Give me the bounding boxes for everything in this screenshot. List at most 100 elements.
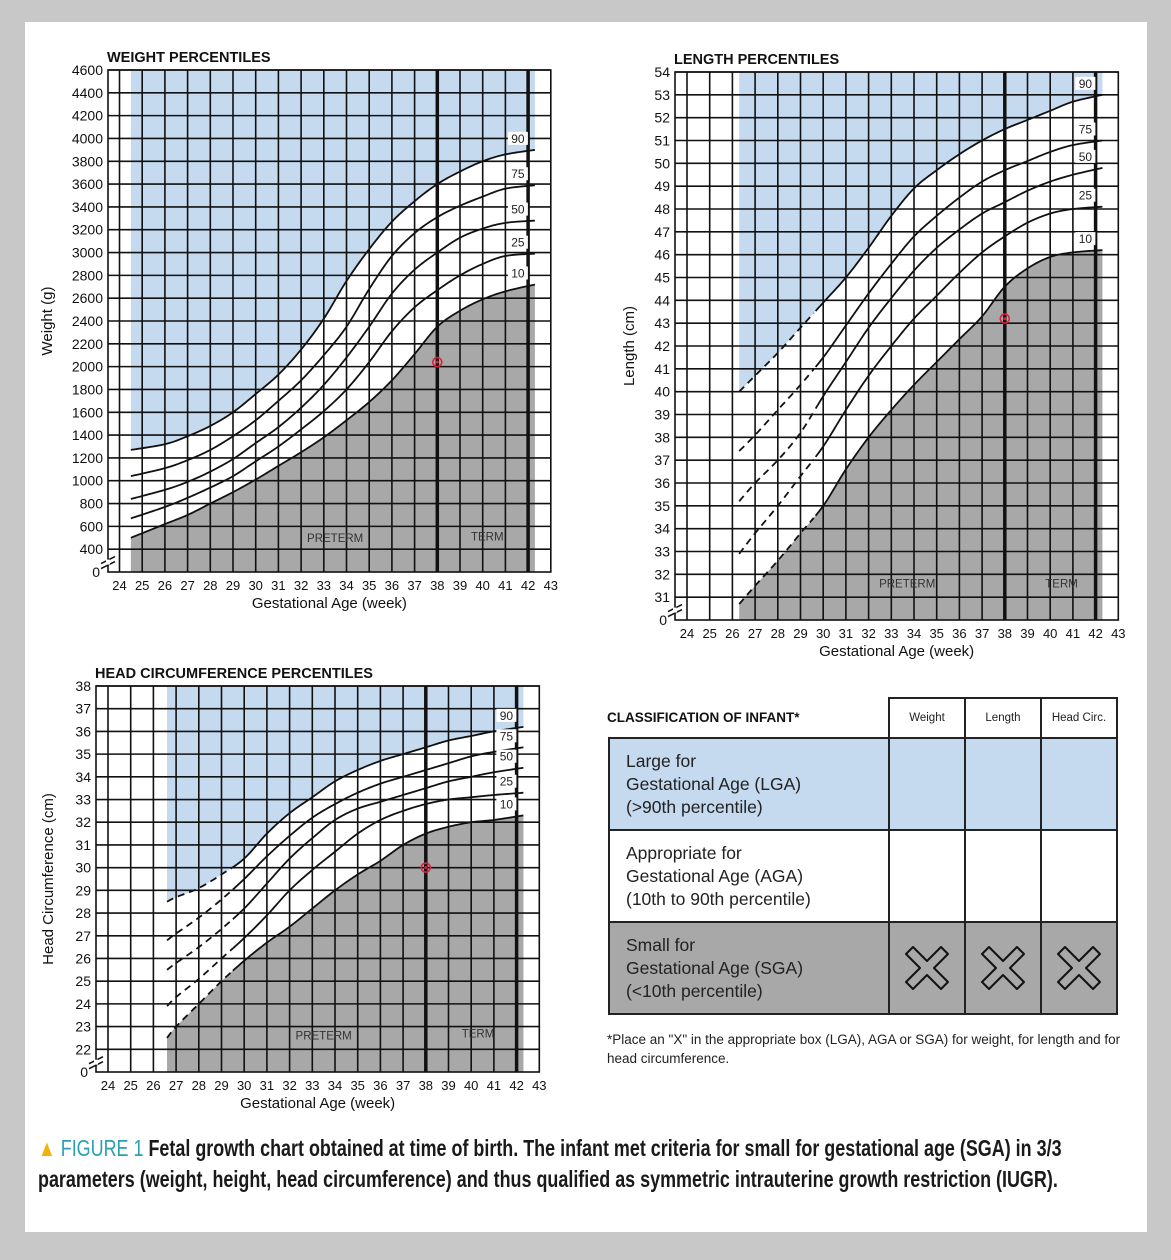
percentile-label-bg bbox=[496, 774, 517, 788]
chart-title: HEAD CIRCUMFERENCE PERCENTILES bbox=[95, 666, 373, 682]
y-tick-label: 3400 bbox=[72, 199, 103, 215]
percentile-label-bg bbox=[507, 266, 528, 280]
y-tick-label: 3000 bbox=[72, 245, 103, 261]
x-tick-label: 35 bbox=[929, 626, 943, 641]
y-tick-label: 1600 bbox=[72, 404, 103, 420]
y-tick-label: 46 bbox=[654, 247, 670, 263]
y-tick-label: 600 bbox=[80, 518, 104, 534]
axis-break-gap bbox=[106, 559, 110, 565]
percentile-curve-50 bbox=[232, 766, 524, 920]
percentile-curve-dashed-25 bbox=[166, 947, 234, 1007]
patient-point-center bbox=[435, 360, 439, 364]
cell-sga-length[interactable] bbox=[964, 921, 1042, 1015]
x-tick-label: 41 bbox=[498, 578, 512, 593]
x-tick-label: 26 bbox=[725, 626, 739, 641]
x-tick-label: 33 bbox=[305, 1078, 319, 1093]
percentile-curve-dashed-50 bbox=[738, 411, 815, 502]
percentile-curve-25 bbox=[814, 205, 1103, 458]
x-tick-label: 29 bbox=[793, 626, 807, 641]
y-tick-label: 29 bbox=[75, 882, 91, 898]
y-tick-label: 37 bbox=[75, 701, 91, 717]
y-tick-label: 35 bbox=[75, 746, 91, 762]
cell-aga-length[interactable] bbox=[964, 829, 1042, 923]
percentile-label: 90 bbox=[511, 132, 525, 146]
annotation-term: TERM bbox=[1045, 578, 1078, 590]
x-tick-label: 31 bbox=[271, 578, 285, 593]
y-axis-label: Head Circumference (cm) bbox=[40, 793, 57, 965]
y-tick-label: 36 bbox=[75, 723, 91, 739]
x-tick-label: 39 bbox=[1020, 626, 1034, 641]
cell-aga-head[interactable] bbox=[1040, 829, 1118, 923]
percentile-curve-75 bbox=[232, 746, 524, 891]
percentile-curve-10 bbox=[232, 814, 524, 972]
row-sga: Small for Gestational Age (SGA) (<10th per… bbox=[608, 921, 1118, 1015]
y-tick-label: 30 bbox=[75, 860, 91, 876]
row-label-line: Large for bbox=[626, 750, 697, 771]
y-tick-label: 800 bbox=[80, 496, 104, 512]
y-axis-label: Length (cm) bbox=[621, 306, 638, 386]
x-tick-label: 36 bbox=[373, 1078, 387, 1093]
x-axis-label: Gestational Age (week) bbox=[252, 595, 407, 612]
x-tick-label: 31 bbox=[260, 1078, 274, 1093]
x-tick-label: 30 bbox=[248, 578, 262, 593]
x-mark-icon bbox=[966, 945, 1040, 991]
x-tick-label: 35 bbox=[350, 1078, 364, 1093]
x-tick-label: 35 bbox=[362, 578, 376, 593]
cell-lga-length[interactable] bbox=[964, 737, 1042, 831]
caption-text: Fetal growth chart obtained at time of b… bbox=[38, 1135, 1062, 1192]
percentile-label: 50 bbox=[500, 750, 514, 764]
y-tick-label: 27 bbox=[75, 928, 91, 944]
x-tick-label: 38 bbox=[998, 626, 1012, 641]
cell-sga-weight[interactable] bbox=[888, 921, 966, 1015]
percentile-label-bg bbox=[1075, 122, 1096, 136]
x-tick-label: 41 bbox=[1066, 626, 1080, 641]
y-tick-label: 1200 bbox=[72, 450, 103, 466]
classification-table: Weight Length Head Circ. Large for Gestat… bbox=[608, 697, 1118, 1015]
percentile-curve-25 bbox=[232, 791, 524, 950]
y-tick-label: 31 bbox=[654, 589, 670, 605]
percentile-curve-25 bbox=[130, 252, 535, 520]
y-break-label: 0 bbox=[92, 564, 100, 580]
chart-1: 90 75 50 25 10 PRETERM TERM 31 32 33 34 35 36 37 38 39 4… bbox=[621, 52, 1126, 660]
row-label-line: Gestational Age (SGA) bbox=[626, 957, 804, 978]
x-tick-label: 43 bbox=[1111, 626, 1125, 641]
percentile-label: 75 bbox=[500, 729, 514, 743]
y-tick-label: 4600 bbox=[72, 62, 103, 78]
percentile-label-bg bbox=[1075, 188, 1096, 202]
x-tick-label: 42 bbox=[1088, 626, 1102, 641]
x-tick-label: 33 bbox=[884, 626, 898, 641]
x-tick-label: 38 bbox=[430, 578, 444, 593]
patient-point bbox=[999, 313, 1011, 324]
cell-lga-weight[interactable] bbox=[888, 737, 966, 831]
x-mark-icon bbox=[890, 945, 964, 991]
x-tick-label: 32 bbox=[861, 626, 875, 641]
x-tick-label: 25 bbox=[702, 626, 716, 641]
chart-2: 90 75 50 25 10 PRETERM TERM 22 23 24 25 26 27 28 29 30 3… bbox=[40, 666, 547, 1112]
row-label-line: (>90th percentile) bbox=[626, 796, 763, 817]
percentile-label: 25 bbox=[511, 236, 525, 250]
x-tick-label: 29 bbox=[226, 578, 240, 593]
lga-region bbox=[739, 72, 1103, 392]
x-tick-label: 36 bbox=[952, 626, 966, 641]
y-tick-label: 4200 bbox=[72, 108, 103, 124]
percentile-label-bg bbox=[496, 729, 517, 743]
y-tick-label: 38 bbox=[75, 678, 91, 694]
col-head-circ: Head Circ. bbox=[1040, 697, 1118, 739]
percentile-curve-dashed-90 bbox=[738, 312, 815, 393]
x-mark-icon bbox=[1042, 945, 1116, 991]
percentile-label: 25 bbox=[500, 775, 514, 789]
percentile-curve-75 bbox=[130, 184, 536, 478]
y-tick-label: 1400 bbox=[72, 427, 103, 443]
percentile-curve-10 bbox=[814, 249, 1103, 517]
cell-aga-weight[interactable] bbox=[888, 829, 966, 923]
percentile-curve-90 bbox=[232, 725, 524, 868]
cell-sga-head[interactable] bbox=[1040, 921, 1118, 1015]
y-tick-label: 33 bbox=[654, 544, 670, 560]
x-tick-label: 43 bbox=[544, 578, 558, 593]
y-tick-label: 4400 bbox=[72, 85, 103, 101]
y-tick-label: 48 bbox=[654, 201, 670, 217]
x-tick-label: 34 bbox=[339, 578, 353, 593]
cell-lga-head[interactable] bbox=[1040, 737, 1118, 831]
x-tick-label: 28 bbox=[771, 626, 785, 641]
